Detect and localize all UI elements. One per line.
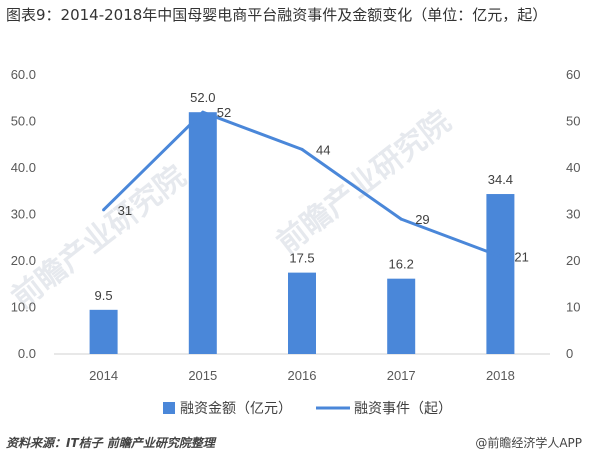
line-data-label: 29 — [415, 212, 429, 227]
y-left-tick-label: 60.0 — [11, 67, 36, 82]
x-tick-label: 2016 — [288, 368, 317, 383]
bar — [288, 272, 316, 354]
bar — [486, 194, 515, 354]
y-right-tick-label: 0 — [566, 346, 573, 361]
y-left-tick-label: 50.0 — [11, 114, 36, 129]
x-tick-label: 2017 — [387, 368, 416, 383]
bar-data-label: 52.0 — [190, 90, 215, 105]
line-data-label: 44 — [316, 142, 330, 157]
line-data-label: 31 — [118, 203, 132, 218]
y-right-tick-label: 10 — [566, 300, 580, 315]
watermark: 前瞻产业研究院 — [271, 104, 458, 261]
y-right-tick-label: 50 — [566, 114, 580, 129]
brand-credit: @前瞻经济学人APP — [475, 436, 582, 450]
line-point — [201, 110, 205, 114]
bar-data-label: 16.2 — [389, 257, 414, 272]
y-right-tick-label: 20 — [566, 253, 580, 268]
chart-title: 图表9：2014-2018年中国母婴电商平台融资事件及金额变化（单位：亿元，起） — [6, 6, 548, 24]
bar — [89, 309, 118, 354]
bar-data-label: 34.4 — [488, 172, 513, 187]
line-point — [498, 254, 502, 258]
source-note: 资料来源：IT桔子 前瞻产业研究院整理 — [6, 436, 215, 450]
y-right-tick-label: 60 — [566, 67, 580, 82]
line-data-label: 52 — [217, 105, 231, 120]
bar — [188, 112, 217, 354]
bar-data-label: 17.5 — [289, 251, 314, 266]
x-tick-label: 2018 — [486, 368, 515, 383]
y-left-tick-label: 20.0 — [11, 253, 36, 268]
legend-bar-label: 融资金额（亿元） — [180, 401, 292, 417]
x-tick-label: 2014 — [89, 368, 118, 383]
y-left-tick-label: 40.0 — [11, 160, 36, 175]
bar — [387, 278, 416, 354]
bar-data-label: 9.5 — [95, 288, 113, 303]
y-right-tick-label: 40 — [566, 160, 580, 175]
legend-line-label: 融资事件（起） — [354, 401, 452, 417]
line-data-label: 21 — [514, 249, 528, 264]
legend-bar-swatch — [163, 402, 175, 414]
y-left-tick-label: 0.0 — [18, 346, 36, 361]
y-left-tick-label: 10.0 — [11, 300, 36, 315]
x-tick-label: 2015 — [188, 368, 217, 383]
y-right-tick-label: 30 — [566, 207, 580, 222]
line-point — [102, 208, 106, 212]
footer: 资料来源：IT桔子 前瞻产业研究院整理 @前瞻经济学人APP — [0, 434, 590, 456]
y-left-tick-label: 30.0 — [11, 207, 36, 222]
line-point — [399, 217, 403, 221]
line-point — [300, 147, 304, 151]
